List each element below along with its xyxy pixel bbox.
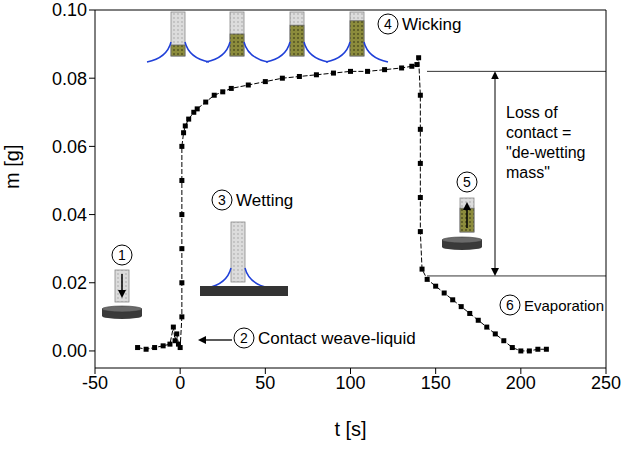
svg-text:Contact weave-liquid: Contact weave-liquid	[258, 329, 416, 348]
svg-text:50: 50	[255, 373, 275, 393]
svg-text:1: 1	[118, 247, 126, 263]
svg-text:100: 100	[335, 373, 365, 393]
svg-text:Wetting: Wetting	[236, 191, 293, 210]
svg-text:4: 4	[384, 16, 392, 32]
svg-text:m [g]: m [g]	[1, 145, 23, 189]
svg-text:mass": mass"	[506, 164, 550, 181]
svg-text:-50: -50	[82, 373, 108, 393]
svg-text:200: 200	[506, 373, 536, 393]
svg-text:2: 2	[240, 330, 248, 346]
svg-text:5: 5	[463, 174, 471, 190]
svg-text:0.02: 0.02	[52, 273, 87, 293]
svg-text:0.08: 0.08	[52, 69, 87, 89]
svg-text:6: 6	[506, 297, 514, 313]
svg-text:contact =: contact =	[506, 124, 571, 141]
svg-text:0.06: 0.06	[52, 137, 87, 157]
svg-text:150: 150	[421, 373, 451, 393]
svg-text:t [s]: t [s]	[334, 418, 366, 440]
svg-text:Loss of: Loss of	[506, 104, 558, 121]
svg-text:0.10: 0.10	[52, 0, 87, 20]
svg-text:0: 0	[175, 373, 185, 393]
svg-text:250: 250	[591, 373, 621, 393]
svg-text:0.04: 0.04	[52, 205, 87, 225]
svg-text:3: 3	[218, 192, 226, 208]
svg-text:Wicking: Wicking	[402, 15, 462, 34]
svg-text:"de-wetting: "de-wetting	[506, 144, 586, 161]
svg-text:0.00: 0.00	[52, 341, 87, 361]
svg-text:Evaporation: Evaporation	[524, 297, 604, 314]
